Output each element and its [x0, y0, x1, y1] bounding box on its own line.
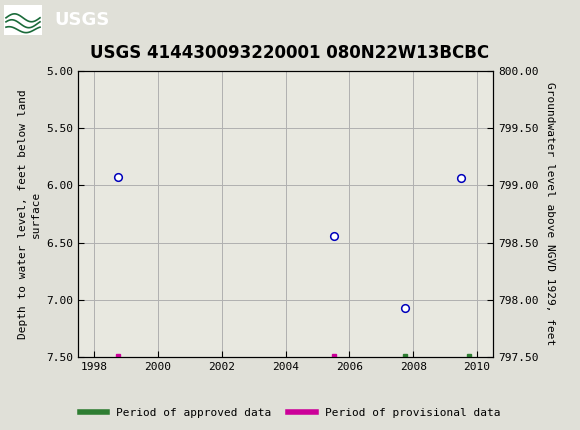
FancyBboxPatch shape: [4, 5, 42, 35]
Legend: Period of approved data, Period of provisional data: Period of approved data, Period of provi…: [75, 403, 505, 422]
Text: USGS 414430093220001 080N22W13BCBC: USGS 414430093220001 080N22W13BCBC: [90, 44, 490, 62]
Text: USGS: USGS: [54, 11, 110, 29]
Y-axis label: Groundwater level above NGVD 1929, feet: Groundwater level above NGVD 1929, feet: [545, 82, 555, 346]
Y-axis label: Depth to water level, feet below land
surface: Depth to water level, feet below land su…: [17, 89, 41, 339]
